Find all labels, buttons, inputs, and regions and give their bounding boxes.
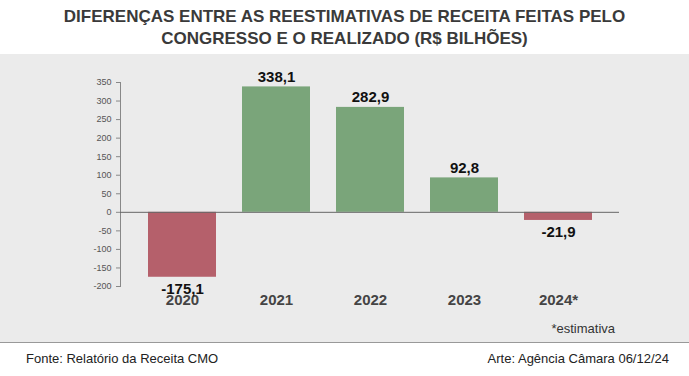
svg-text:2020: 2020: [165, 291, 200, 309]
svg-text:-21,9: -21,9: [541, 223, 575, 240]
svg-text:300: 300: [96, 96, 111, 106]
svg-text:282,9: 282,9: [352, 88, 390, 105]
svg-text:250: 250: [96, 114, 111, 124]
svg-text:350: 350: [96, 77, 111, 87]
svg-text:-150: -150: [93, 263, 111, 273]
svg-text:50: 50: [101, 189, 111, 199]
svg-text:2023: 2023: [448, 291, 481, 308]
svg-text:338,1: 338,1: [258, 68, 296, 85]
svg-text:2024*: 2024*: [539, 291, 578, 308]
html-text:Arte: Agência Câmara 06/12/24: Arte: Agência Câmara 06/12/24: [487, 350, 669, 366]
svg-text:92,8: 92,8: [450, 159, 479, 176]
svg-text:-200: -200: [93, 281, 111, 291]
svg-text:-50: -50: [98, 226, 111, 236]
html-text:DIFERENÇAS ENTRE AS REESTIMATI: DIFERENÇAS ENTRE AS REESTIMATIVAS DE REC…: [63, 7, 626, 48]
svg-text:2021: 2021: [260, 291, 293, 308]
html-text:*estimativa: *estimativa: [551, 321, 615, 336]
svg-text:150: 150: [96, 152, 111, 162]
svg-text:-100: -100: [93, 244, 111, 254]
svg-text:0: 0: [106, 207, 111, 217]
svg-text:-175,1: -175,1: [161, 280, 204, 297]
svg-text:2022: 2022: [354, 291, 387, 308]
html-text:Fonte: Relatório da Receita CM: Fonte: Relatório da Receita CMO: [26, 350, 219, 366]
svg-text:100: 100: [96, 170, 111, 180]
svg-text:200: 200: [96, 133, 111, 143]
